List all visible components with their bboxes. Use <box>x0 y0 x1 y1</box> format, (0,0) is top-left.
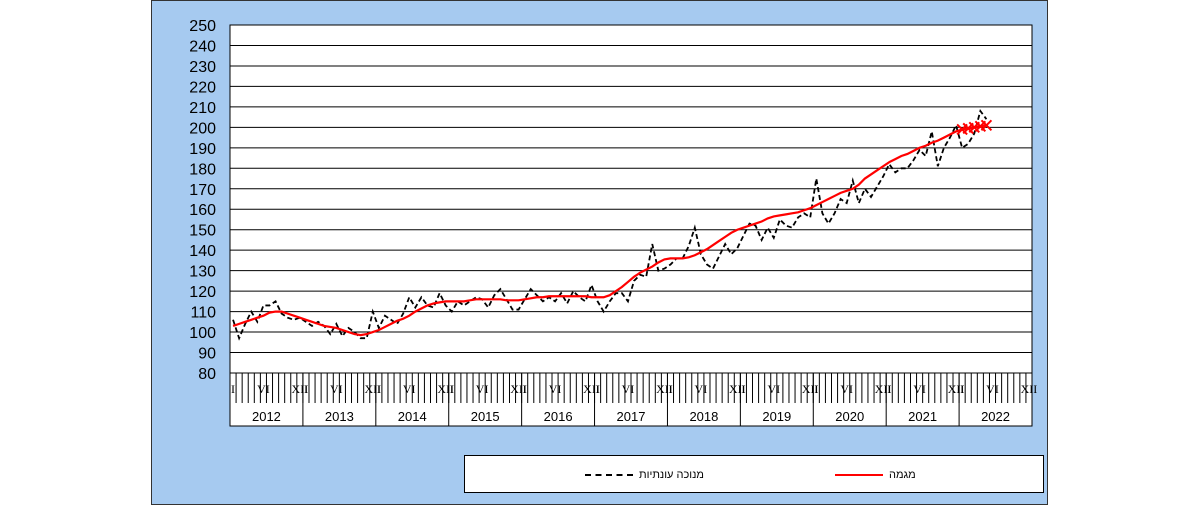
y-tick-label: 150 <box>189 223 216 240</box>
chart-frame: 80 90 100 110 120 130 140 150 160 170 180 190 200 210… <box>151 0 1048 505</box>
x-year-label: 2022 <box>981 409 1010 424</box>
chart-plot: 80 90 100 110 120 130 140 150 160 170 180 190 200 210… <box>189 18 1038 427</box>
x-month-label: VI <box>330 382 343 396</box>
legend-item-seasonal: מנוכה עונתיות <box>585 466 704 484</box>
y-tick-label: 250 <box>189 18 216 35</box>
x-month-label: VI <box>767 382 780 396</box>
x-month-label: I <box>450 382 454 396</box>
x-month-label: I <box>304 382 308 396</box>
x-year-label: 2016 <box>544 409 573 424</box>
y-tick-label: 110 <box>190 305 216 322</box>
x-month-label: VI <box>622 382 635 396</box>
x-month-label: I <box>668 382 672 396</box>
x-month-label: XII <box>583 382 600 396</box>
x-month-label: VI <box>913 382 926 396</box>
x-month-label: XII <box>729 382 746 396</box>
legend-label-seasonal: מנוכה עונתיות <box>639 469 704 481</box>
x-month-label: I <box>741 382 745 396</box>
legend-item-trend: מגמה <box>835 466 916 484</box>
y-tick-label: 130 <box>189 264 216 281</box>
x-month-label: I <box>960 382 964 396</box>
x-year-label: 2012 <box>252 409 281 424</box>
y-tick-label: 90 <box>198 346 216 363</box>
x-year-label: 2019 <box>762 409 791 424</box>
x-month-label: I <box>596 382 600 396</box>
x-month-label: XII <box>875 382 892 396</box>
plot-area <box>229 24 1033 374</box>
legend-label-trend: מגמה <box>889 469 916 481</box>
trend-projection-marker <box>980 119 993 132</box>
y-tick-label: 140 <box>189 243 216 260</box>
y-tick-label: 240 <box>189 38 216 55</box>
y-tick-label: 210 <box>189 100 216 117</box>
y-tick-label: 190 <box>189 141 216 158</box>
x-year-label: 2018 <box>689 409 718 424</box>
y-tick-label: 220 <box>189 79 216 96</box>
x-year-label: 2015 <box>471 409 500 424</box>
x-month-label: VI <box>840 382 853 396</box>
legend-swatch-seasonal <box>585 474 633 476</box>
x-month-label: I <box>231 382 235 396</box>
x-month-label: I <box>814 382 818 396</box>
y-tick-label: 180 <box>189 161 216 178</box>
legend-swatch-trend <box>835 474 883 476</box>
x-year-label: 2017 <box>617 409 646 424</box>
y-tick-label: 160 <box>189 202 216 219</box>
x-year-label: 2020 <box>835 409 864 424</box>
x-month-label: XII <box>948 382 965 396</box>
x-month-label: VI <box>695 382 708 396</box>
y-tick-label: 230 <box>189 59 216 76</box>
x-month-label: VI <box>986 382 999 396</box>
x-month-label: XII <box>510 382 527 396</box>
series-line-trend <box>232 124 987 337</box>
y-tick-label: 100 <box>189 325 216 342</box>
x-month-label: I <box>523 382 527 396</box>
x-year-label: 2014 <box>398 409 427 424</box>
x-month-label: VI <box>476 382 489 396</box>
x-month-label: I <box>377 382 381 396</box>
x-month-label: XII <box>802 382 819 396</box>
x-month-label: VI <box>403 382 416 396</box>
x-month-label: XII <box>364 382 381 396</box>
y-tick-label: 120 <box>189 284 216 301</box>
series-line-seasonal <box>232 108 988 341</box>
x-month-label: VI <box>257 382 270 396</box>
x-year-label: 2021 <box>908 409 937 424</box>
chart-legend: מנוכה עונתיות מגמה <box>464 455 1044 493</box>
y-tick-label: 170 <box>189 182 216 199</box>
x-year-label: 2013 <box>325 409 354 424</box>
y-tick-label: 80 <box>198 366 216 383</box>
x-month-label: I <box>887 382 891 396</box>
x-month-label: XII <box>656 382 673 396</box>
x-month-label: XII <box>1021 382 1038 396</box>
y-tick-label: 200 <box>189 120 216 137</box>
x-month-label: VI <box>549 382 562 396</box>
x-month-label: XII <box>437 382 454 396</box>
x-month-label: XII <box>292 382 309 396</box>
